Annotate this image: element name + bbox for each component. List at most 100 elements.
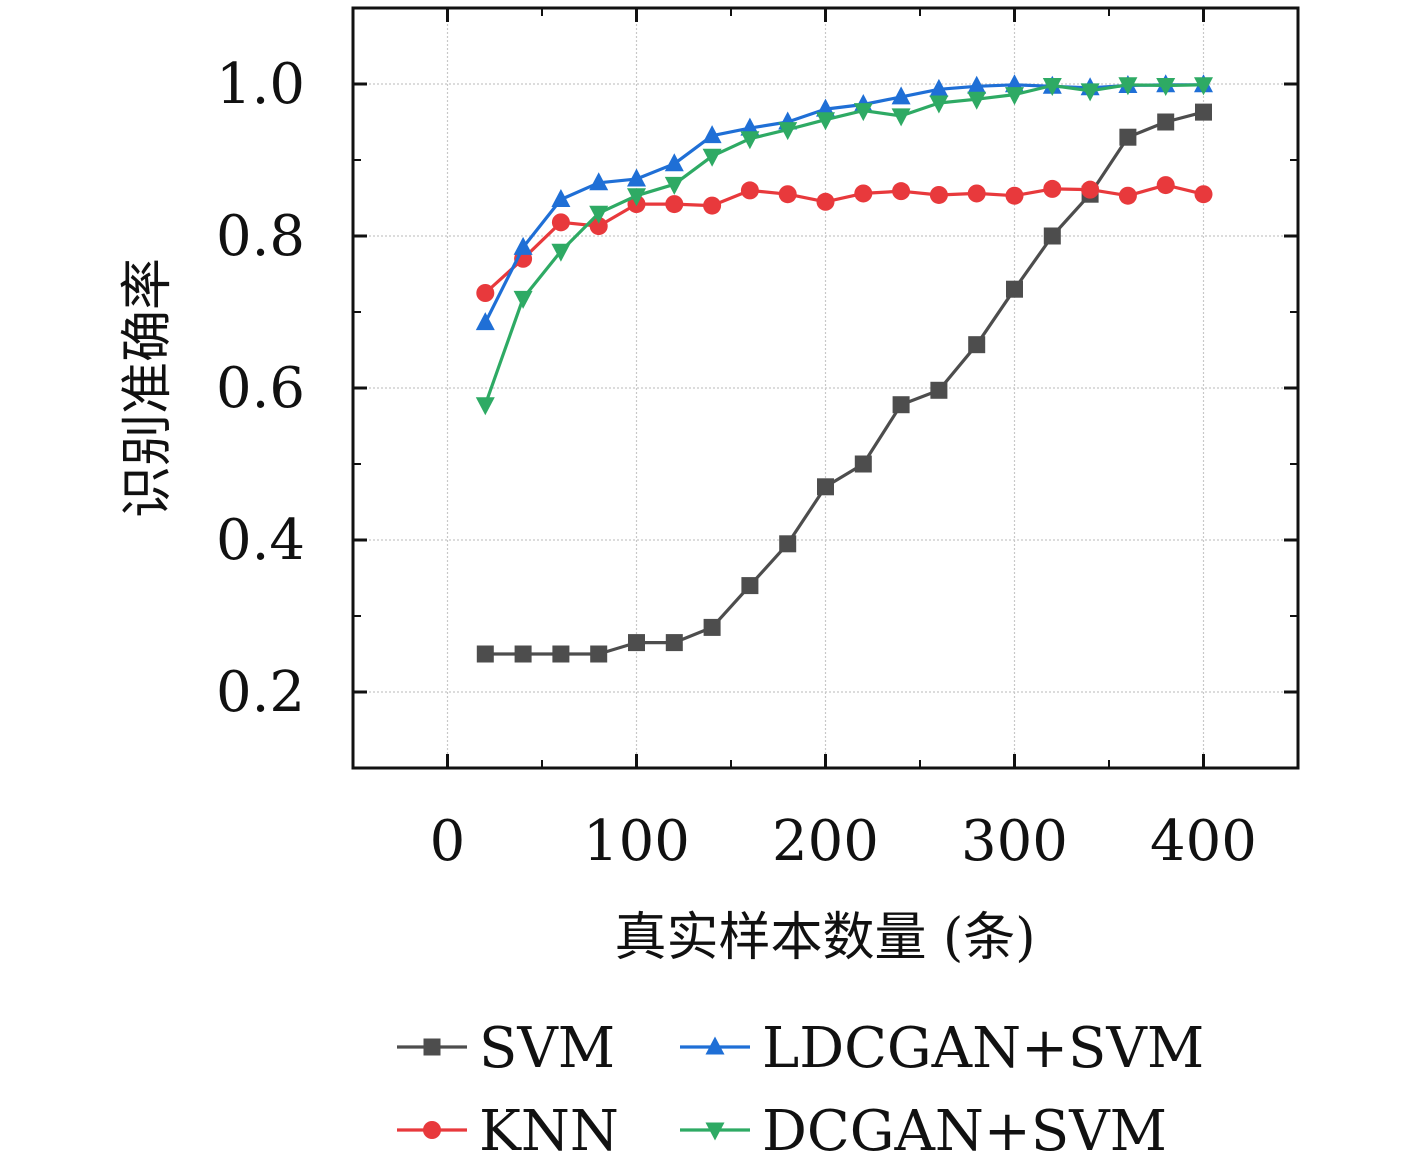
legend-label: SVM [479,1016,615,1081]
data-point-knn [665,195,684,214]
data-point-dcgan-svm [1194,77,1213,96]
data-point-svm [854,455,872,473]
data-point-dcgan-svm [1080,83,1100,102]
data-point-svm [1119,128,1137,146]
data-point-knn [778,185,797,204]
data-point-dcgan-svm [967,91,987,110]
data-point-knn [740,181,759,200]
data-point-knn [1005,186,1024,205]
data-point-svm [892,396,910,414]
data-point-knn [1118,186,1137,205]
data-point-ldcgan-svm [513,236,533,255]
data-point-svm [930,381,948,399]
data-point-ldcgan-svm [816,98,835,117]
data-point-knn [1043,179,1062,198]
data-point-ldcgan-svm [589,172,609,191]
legend-label: KNN [479,1099,619,1162]
data-point-dcgan-svm [1005,87,1024,106]
series-line-ldcgan-svm [483,83,1204,324]
data-point-dcgan-svm [929,95,949,114]
legend-item-dcgan-svm: DCGAN+SVM [680,1099,1167,1162]
data-point-svm [514,645,532,663]
y-tick-label: 0.4 [216,508,305,573]
data-point-knn [551,213,570,232]
series-layer [475,74,1213,663]
data-point-dcgan-svm [702,148,722,167]
data-point-svm [968,336,986,354]
data-point-dcgan-svm [853,103,873,122]
data-point-dcgan-svm [891,108,911,127]
data-point-svm [552,645,570,663]
data-point-knn [1194,185,1213,204]
data-point-dcgan-svm [1156,78,1176,97]
y-axis-title: 识别准确率 [118,258,178,518]
x-tick-label: 100 [583,809,690,874]
data-point-ldcgan-svm [664,153,684,172]
legend-swatch-marker [705,1122,725,1141]
series-svm [476,103,1212,663]
data-point-svm [476,645,494,663]
data-point-knn [816,192,835,211]
data-point-knn [703,196,722,215]
data-point-svm [741,577,759,595]
data-point-dcgan-svm [778,122,798,141]
y-tick-label: 0.6 [216,356,305,421]
series-ldcgan-svm [475,74,1213,331]
y-tick-label: 0.8 [216,204,305,269]
data-point-svm [628,634,645,652]
legend-item-svm: SVM [397,1016,615,1081]
series-line-dcgan-svm [483,83,1204,406]
x-tick-label: 0 [430,809,466,874]
axis-ticks: 0 100 200 300 400 0.2 0.4 0.6 0.8 1.0 [216,8,1298,874]
data-point-dcgan-svm [1042,78,1062,97]
data-point-dcgan-svm [551,243,571,262]
data-point-dcgan-svm [513,290,533,309]
data-point-ldcgan-svm [891,86,911,105]
x-tick-label: 300 [961,809,1068,874]
data-point-knn [967,184,986,203]
data-point-ldcgan-svm [740,117,760,136]
legend: SVM KNN LDCGAN+SVM DCGAN+SVM [397,1016,1204,1162]
x-axis-title: 真实样本数量 (条) [614,908,1035,968]
data-point-dcgan-svm [816,112,835,131]
legend-swatch-marker [423,1121,441,1139]
data-point-dcgan-svm [475,397,495,416]
series-knn [476,176,1213,302]
data-point-knn [892,182,911,201]
data-point-dcgan-svm [1118,77,1138,96]
data-point-svm [590,645,608,663]
data-point-knn [1081,180,1100,199]
data-point-dcgan-svm [627,188,646,207]
data-point-svm [1043,227,1061,245]
data-point-ldcgan-svm [967,75,987,94]
legend-item-knn: KNN [397,1099,619,1162]
x-tick-label: 200 [772,809,879,874]
data-point-knn [476,284,495,302]
legend-swatch-marker [423,1038,441,1056]
data-point-dcgan-svm [664,176,684,195]
data-point-svm [703,618,721,636]
data-point-knn [929,185,948,204]
data-point-svm [1006,280,1023,298]
data-point-knn [1156,176,1175,195]
data-point-ldcgan-svm [702,125,722,144]
data-point-ldcgan-svm [627,168,646,187]
legend-label: DCGAN+SVM [762,1099,1167,1162]
data-point-svm [817,478,834,496]
data-point-dcgan-svm [740,131,760,150]
x-tick-label: 400 [1150,809,1257,874]
y-tick-label: 0.2 [216,660,305,725]
legend-label: LDCGAN+SVM [762,1016,1204,1081]
series-dcgan-svm [475,77,1213,416]
data-point-knn [854,184,873,203]
data-point-dcgan-svm [589,205,609,224]
data-point-svm [665,634,683,652]
data-point-ldcgan-svm [929,78,949,97]
legend-item-ldcgan-svm: LDCGAN+SVM [680,1016,1204,1081]
data-point-svm [1195,103,1212,121]
legend-swatch-marker [705,1036,725,1055]
data-point-knn [589,217,608,236]
data-point-svm [779,535,797,553]
data-point-svm [1157,113,1175,131]
